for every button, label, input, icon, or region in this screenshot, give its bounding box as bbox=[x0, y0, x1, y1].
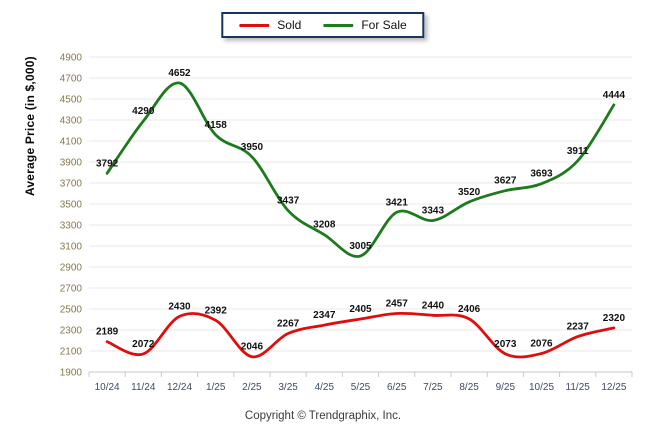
data-label: 3421 bbox=[386, 197, 409, 208]
x-tick-label: 10/24 bbox=[95, 382, 120, 393]
legend-item-for-sale: For Sale bbox=[323, 18, 407, 32]
data-label: 2457 bbox=[386, 299, 409, 310]
data-label: 2072 bbox=[132, 339, 155, 350]
y-tick-label: 4300 bbox=[60, 116, 83, 127]
x-tick-label: 11/25 bbox=[566, 382, 591, 393]
x-tick-label: 7/25 bbox=[423, 382, 443, 393]
legend: Sold For Sale bbox=[221, 12, 425, 38]
data-label: 3911 bbox=[567, 146, 589, 157]
x-tick-label: 11/24 bbox=[131, 382, 156, 393]
data-label: 3005 bbox=[349, 241, 372, 252]
data-label: 2237 bbox=[567, 322, 590, 333]
x-tick-label: 2/25 bbox=[242, 382, 262, 393]
data-label: 3792 bbox=[96, 158, 119, 169]
x-tick-label: 1/25 bbox=[206, 382, 226, 393]
data-label: 2267 bbox=[277, 318, 300, 329]
data-label: 3627 bbox=[494, 176, 517, 187]
data-label: 3343 bbox=[422, 205, 445, 216]
legend-label-sold: Sold bbox=[277, 18, 302, 32]
y-tick-label: 4500 bbox=[60, 95, 83, 106]
data-label: 2406 bbox=[458, 304, 481, 315]
x-tick-label: 9/25 bbox=[496, 382, 516, 393]
y-tick-label: 1900 bbox=[60, 368, 83, 379]
data-label: 3950 bbox=[241, 142, 264, 153]
data-label: 4290 bbox=[132, 106, 155, 117]
y-tick-label: 4700 bbox=[60, 74, 83, 85]
data-label: 2073 bbox=[494, 339, 517, 350]
sold-line bbox=[105, 311, 616, 359]
x-tick-label: 8/25 bbox=[459, 382, 479, 393]
data-label: 2392 bbox=[205, 305, 228, 316]
legend-item-sold: Sold bbox=[239, 19, 301, 31]
y-tick-label: 3500 bbox=[60, 200, 83, 211]
for-sale-line bbox=[105, 81, 616, 258]
data-label: 2347 bbox=[313, 310, 336, 321]
legend-label-for-sale: For Sale bbox=[361, 18, 407, 32]
for-sale-line-swatch-icon bbox=[323, 23, 354, 27]
data-label: 2076 bbox=[530, 339, 553, 350]
data-label: 3693 bbox=[530, 169, 553, 180]
y-tick-label: 3700 bbox=[60, 179, 83, 190]
y-tick-label: 2900 bbox=[60, 263, 83, 274]
data-label: 3208 bbox=[313, 220, 336, 231]
x-tick-label: 3/25 bbox=[278, 382, 298, 393]
data-label: 3437 bbox=[277, 196, 300, 207]
data-label: 2189 bbox=[96, 327, 119, 338]
copyright-text: Copyright © Trendgraphix, Inc. bbox=[244, 410, 402, 422]
y-tick-label: 2700 bbox=[60, 284, 83, 295]
x-tick-label: 4/25 bbox=[315, 382, 335, 393]
y-tick-label: 3300 bbox=[60, 221, 83, 232]
y-tick-label: 2500 bbox=[60, 305, 83, 316]
x-tick-label: 10/25 bbox=[529, 382, 554, 393]
data-label: 3520 bbox=[458, 187, 481, 198]
x-tick-label: 6/25 bbox=[387, 382, 407, 393]
data-label: 4158 bbox=[205, 120, 228, 131]
y-tick-label: 4900 bbox=[60, 53, 83, 64]
data-label: 2405 bbox=[349, 304, 372, 315]
y-tick-label: 2300 bbox=[60, 326, 83, 337]
x-tick-label: 5/25 bbox=[351, 382, 371, 393]
x-tick-label: 12/24 bbox=[167, 382, 192, 393]
y-tick-label: 3900 bbox=[60, 158, 83, 169]
y-tick-label: 3100 bbox=[60, 242, 83, 253]
data-label: 4444 bbox=[603, 90, 626, 101]
sold-line-swatch-icon bbox=[239, 23, 270, 27]
data-label: 2440 bbox=[422, 300, 445, 311]
data-label: 2320 bbox=[603, 313, 626, 324]
data-label: 2046 bbox=[241, 342, 264, 353]
x-tick-label: 12/25 bbox=[601, 382, 626, 393]
data-label: 4652 bbox=[168, 68, 191, 79]
y-tick-label: 4100 bbox=[60, 137, 83, 148]
data-label: 2430 bbox=[168, 301, 191, 312]
y-tick-label: 2100 bbox=[60, 347, 83, 358]
